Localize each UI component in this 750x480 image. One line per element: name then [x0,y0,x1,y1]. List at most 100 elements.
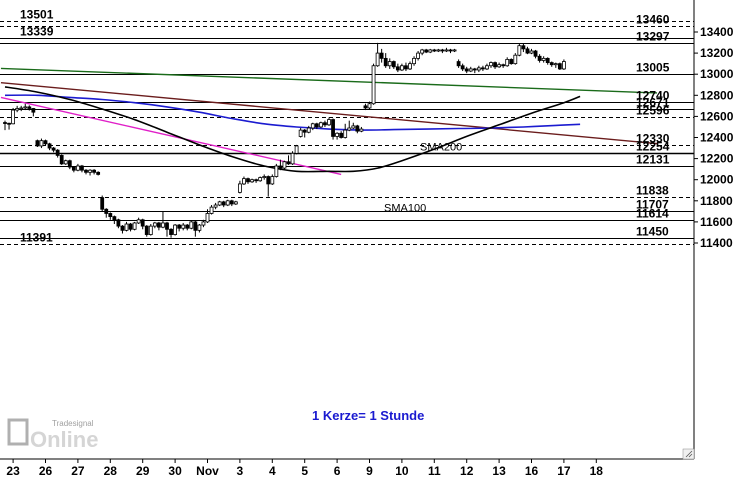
candle [217,200,222,207]
candle-body [545,57,550,63]
candle [545,57,550,65]
candle-body [318,122,323,128]
candle [132,221,137,231]
candle [501,63,506,68]
candle [189,220,194,230]
candle-body [436,49,441,52]
candle-body [327,119,331,126]
x-axis: 23 26 27 28 29 30 Nov 3 4 5 6 9 10 11 12 13 16 17 18 [6,459,603,478]
candle [420,48,425,56]
candle [306,125,311,134]
candle [395,63,400,73]
candle [448,48,453,54]
candle [173,224,178,236]
candle-body [124,223,129,231]
candle-body [286,161,291,165]
candle-body [31,108,36,113]
candle-body [173,224,178,235]
y-tick-label: 13400 [700,25,734,39]
tradesignal-logo: Tradesignal Online [7,418,98,452]
candle-body [201,221,206,226]
candle [391,60,396,69]
candle-body [537,55,542,61]
candle [266,175,271,197]
candle [278,159,283,171]
candle-body [298,129,303,137]
candle [489,61,493,68]
candle-body [128,223,133,230]
candle [104,208,109,218]
candle [428,48,433,54]
candle [335,132,340,140]
candle [124,221,129,232]
candle-body [116,219,121,227]
candle-body [363,105,368,109]
candle-body [464,68,469,72]
x-tick-label: 5 [301,464,308,478]
candle [237,180,242,194]
x-tick-label: 12 [460,464,474,478]
candle [387,58,392,69]
candle-body [517,45,522,56]
x-tick-label: 16 [525,464,539,478]
candle-body [282,161,287,169]
candle [553,62,558,68]
candle [412,56,416,66]
candle [15,105,20,113]
candle-body [108,213,113,218]
candle [246,177,250,184]
logo-brand: Tradesignal [52,419,94,428]
candle-body [562,61,566,70]
candle [250,178,254,183]
y-tick-label: 12800 [700,88,734,102]
candle [549,61,554,67]
candle-body [416,52,421,59]
candle-body [335,132,340,137]
resize-grip-icon[interactable] [682,448,695,460]
logo-mark-icon [7,418,29,446]
candle [71,165,76,173]
level-label-12596: 12596 [636,104,670,118]
candle [294,144,299,155]
candle-body [193,221,198,231]
candle [43,139,48,146]
candle-body [440,49,445,52]
level-label-13005: 13005 [636,61,670,75]
trendline-0 [0,67,658,94]
candle [258,176,263,182]
candle [468,66,473,73]
candle [47,142,52,151]
x-tick-label: 18 [590,464,604,478]
candle [7,122,11,130]
candle [323,120,327,127]
candle [298,128,303,138]
candle [148,224,153,236]
level-label-13297: 13297 [636,30,670,44]
trendline-1 [0,81,658,145]
candle-body [323,122,327,126]
candle [181,222,186,231]
candle [375,42,380,67]
x-tick-label: 27 [71,464,85,478]
candle-body [177,224,182,229]
candle-body [152,222,157,227]
x-tick-label: 29 [136,464,150,478]
y-tick-label: 11400 [700,236,733,250]
candle [416,50,421,61]
candle [331,118,335,140]
candle [517,43,522,57]
candle-body [156,222,161,228]
y-tick-label: 12600 [700,109,734,123]
candle [63,159,68,165]
candle [3,120,7,131]
candle [497,62,502,68]
candle [165,221,169,237]
x-tick-label: 30 [168,464,182,478]
x-tick-label: Nov [196,464,219,478]
candle [229,199,234,207]
candle-body [217,201,222,206]
candle [39,138,44,149]
candle-body [3,122,7,124]
candle [314,122,319,130]
